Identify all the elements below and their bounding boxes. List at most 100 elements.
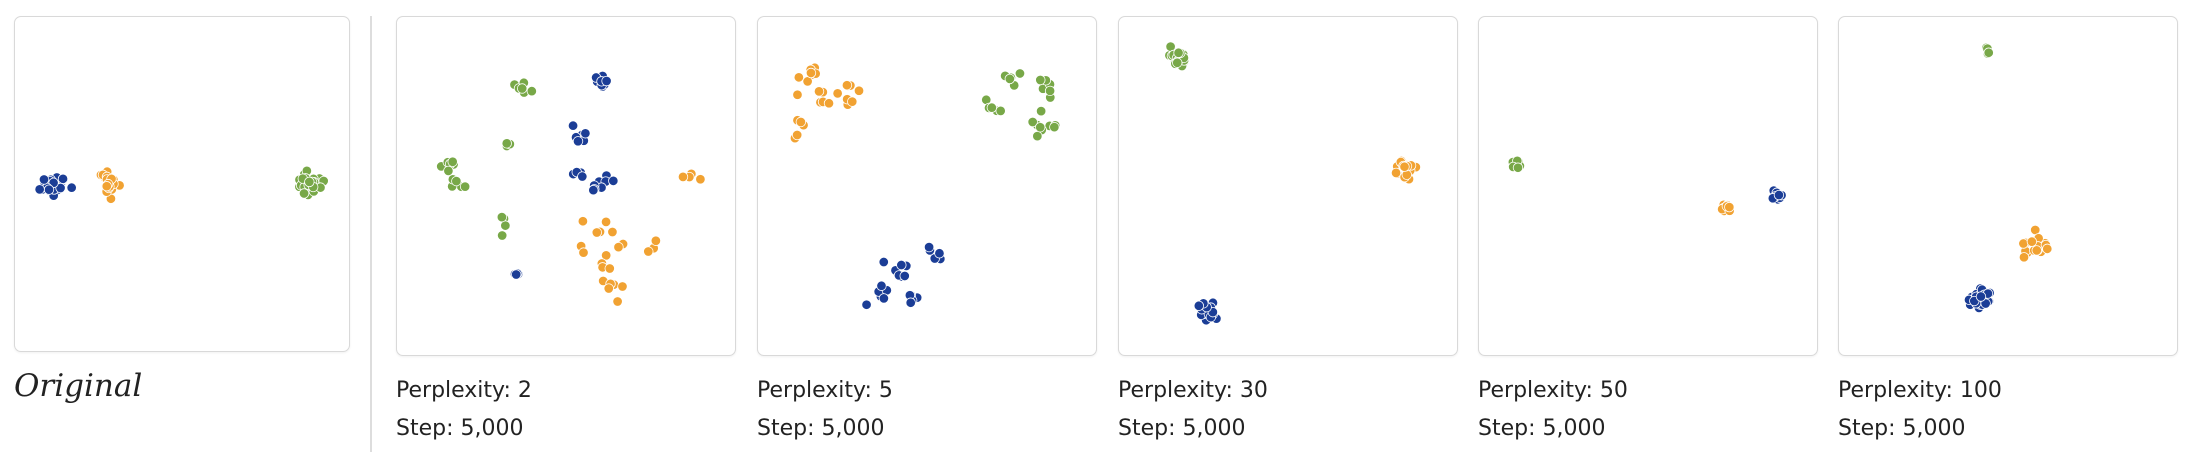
perplexity-30-step: Step: 5,000 (1118, 416, 1246, 441)
original-panel (14, 16, 350, 352)
original-label: Original (14, 368, 143, 404)
green-point (451, 175, 462, 187)
green-point (1983, 47, 1994, 58)
orange-point (600, 250, 612, 261)
perplexity-5-panel (757, 16, 1097, 356)
perplexity-50-step: Step: 5,000 (1478, 416, 1606, 441)
perplexity-2-step: Step: 5,000 (396, 416, 524, 441)
orange-point (793, 72, 805, 83)
blue-point (588, 185, 599, 196)
blue-point (601, 75, 612, 87)
blue-point (511, 269, 522, 280)
orange-point (101, 181, 112, 192)
blue-point (55, 182, 66, 194)
green-point (995, 105, 1006, 117)
blue-point (1773, 189, 1785, 201)
orange-point (1724, 201, 1735, 213)
perplexity-50-panel (1478, 16, 1818, 356)
orange-point (841, 80, 853, 91)
perplexity-50-scatter (1507, 155, 1787, 217)
orange-point (617, 281, 628, 292)
orange-point (805, 67, 817, 79)
perplexity-50-label: Perplexity: 50 (1478, 378, 1628, 403)
blue-point (43, 184, 55, 195)
orange-point (695, 174, 706, 185)
orange-point (813, 86, 825, 97)
orange-point (612, 296, 623, 307)
orange-point (604, 263, 615, 274)
orange-point (600, 216, 612, 228)
green-point (298, 188, 310, 199)
green-point (1035, 105, 1047, 117)
vertical-divider (370, 16, 372, 452)
blue-point (899, 270, 910, 282)
green-point (1027, 116, 1038, 128)
orange-point (832, 88, 843, 99)
original-scatter (34, 165, 329, 204)
green-point (1032, 130, 1043, 142)
green-point (459, 181, 471, 192)
orange-point (2042, 243, 2053, 254)
perplexity-100-panel (1838, 16, 2178, 356)
green-point (1035, 74, 1046, 86)
green-point (443, 165, 454, 177)
green-point (1014, 68, 1026, 79)
green-point (1512, 162, 1524, 173)
blue-point (861, 299, 872, 310)
green-point (497, 230, 508, 241)
blue-point (896, 259, 907, 271)
perplexity-30-panel (1118, 16, 1458, 356)
orange-point (613, 241, 624, 253)
orange-point (677, 171, 689, 183)
orange-point (607, 226, 618, 238)
orange-point (603, 283, 614, 294)
perplexity-100-label: Perplexity: 100 (1838, 378, 2002, 403)
perplexity-30-label: Perplexity: 30 (1118, 378, 1268, 403)
blue-point (1975, 291, 1987, 302)
green-point (986, 102, 997, 113)
perplexity-100-step: Step: 5,000 (1838, 416, 1966, 441)
orange-point (1399, 161, 1410, 172)
orange-point (792, 89, 803, 100)
green-point (501, 138, 512, 149)
perplexity-2-label: Perplexity: 2 (396, 378, 532, 403)
blue-point (66, 182, 77, 193)
blue-point (57, 173, 69, 185)
blue-point (923, 241, 935, 253)
orange-point (578, 247, 589, 258)
orange-point (2018, 252, 2030, 263)
orange-point (650, 235, 662, 246)
orange-point (791, 129, 803, 141)
blue-point (1193, 300, 1204, 311)
green-point (447, 156, 458, 167)
green-point (1173, 47, 1184, 58)
orange-point (1390, 167, 1402, 179)
green-point (1035, 122, 1046, 133)
orange-point (2031, 245, 2042, 256)
green-point (304, 176, 315, 188)
blue-point (878, 256, 889, 268)
blue-point (567, 120, 579, 131)
orange-point (823, 98, 835, 109)
blue-point (34, 184, 45, 195)
orange-point (853, 85, 865, 96)
perplexity-5-scatter (789, 62, 1061, 310)
blue-point (905, 297, 916, 308)
orange-point (591, 227, 602, 238)
blue-point (577, 171, 588, 182)
orange-point (2018, 238, 2029, 249)
orange-point (847, 96, 858, 107)
orange-point (795, 116, 807, 128)
green-point (526, 85, 537, 97)
green-point (1172, 57, 1183, 68)
perplexity-2-scatter (436, 70, 706, 307)
blue-point (608, 175, 619, 187)
green-point (1044, 85, 1056, 97)
perplexity-100-scatter (1963, 42, 2053, 314)
blue-point (876, 280, 887, 291)
blue-point (572, 136, 584, 147)
green-point (516, 83, 528, 94)
orange-point (577, 216, 589, 227)
perplexity-30-scatter (1164, 41, 1422, 326)
blue-point (38, 174, 50, 185)
